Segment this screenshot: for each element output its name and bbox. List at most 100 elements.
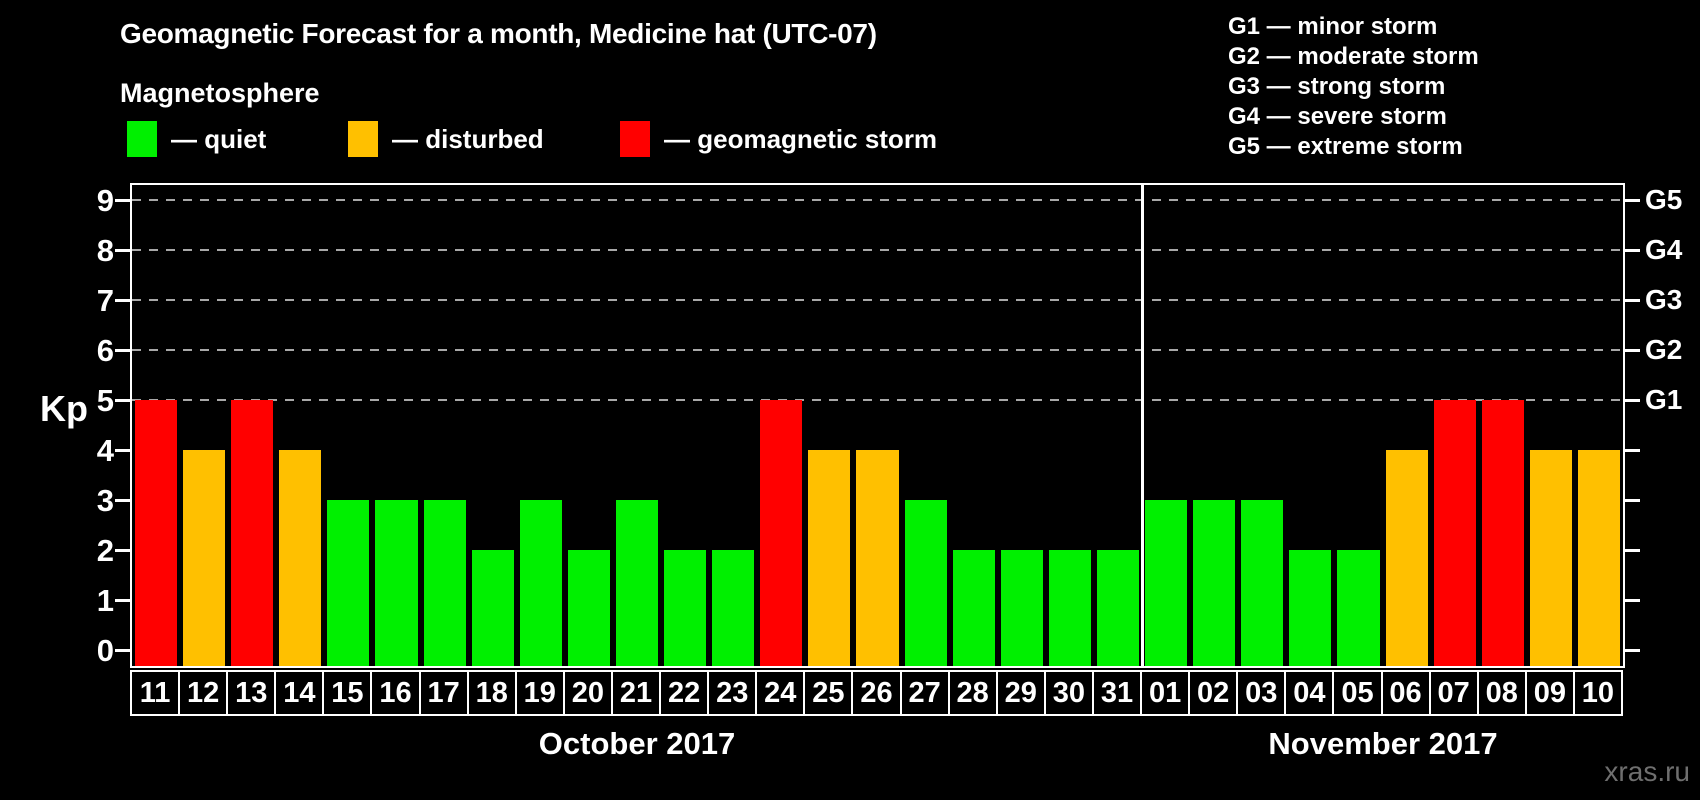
kp-bar-day-03 bbox=[1241, 500, 1284, 666]
right-axis-label-g1: G1 bbox=[1645, 384, 1683, 415]
left-tick-kp8 bbox=[115, 248, 130, 252]
day-label-17: 17 bbox=[418, 670, 469, 716]
day-label-01: 01 bbox=[1140, 670, 1191, 716]
legend-label-disturbed: — disturbed bbox=[392, 123, 544, 154]
kp-bar-day-21 bbox=[615, 500, 659, 666]
g3-legend-line: G3 — strong storm bbox=[1228, 73, 1446, 100]
gridline-kp5 bbox=[132, 399, 1623, 401]
kp-bar-day-11 bbox=[135, 400, 178, 666]
kp-bar-day-14 bbox=[279, 450, 322, 666]
chart-title: Geomagnetic Forecast for a month, Medici… bbox=[120, 18, 877, 49]
kp-bar-day-06 bbox=[1385, 450, 1428, 666]
g2-legend-line: G2 — moderate storm bbox=[1228, 43, 1479, 70]
day-label-20: 20 bbox=[562, 670, 613, 716]
kp-bar-day-10 bbox=[1577, 450, 1620, 666]
kp-bar-day-18 bbox=[471, 550, 514, 666]
day-label-02: 02 bbox=[1188, 670, 1239, 716]
day-label-11: 11 bbox=[130, 670, 181, 716]
kp-bar-day-02 bbox=[1193, 500, 1236, 666]
right-tick-kp7 bbox=[1625, 298, 1640, 302]
kp-bar-day-05 bbox=[1337, 550, 1380, 666]
y-axis-label-6: 6 bbox=[96, 333, 114, 368]
day-label-26: 26 bbox=[851, 670, 902, 716]
day-label-23: 23 bbox=[707, 670, 758, 716]
y-axis-label-3: 3 bbox=[96, 483, 114, 518]
left-tick-kp0 bbox=[115, 648, 130, 652]
legend-item-quiet: — quiet bbox=[127, 120, 266, 158]
gridline-kp8 bbox=[132, 249, 1623, 251]
g5-legend-line: G5 — extreme storm bbox=[1228, 133, 1463, 160]
day-label-22: 22 bbox=[659, 670, 710, 716]
watermark: xras.ru bbox=[1604, 756, 1690, 787]
y-axis-label-8: 8 bbox=[96, 233, 114, 268]
legend-label-quiet: — quiet bbox=[171, 123, 267, 154]
plot-area bbox=[115, 183, 1640, 668]
right-tick-kp9 bbox=[1625, 198, 1640, 202]
day-axis-row: 11 12 13 14 15 16 17 18 19 20 21 22 23 24 25 26 27 28 29 30… bbox=[130, 670, 1625, 716]
day-label-13: 13 bbox=[226, 670, 277, 716]
y-axis-title: Kp bbox=[40, 388, 88, 429]
day-label-29: 29 bbox=[995, 670, 1046, 716]
day-label-06: 06 bbox=[1380, 670, 1431, 716]
y-axis-label-0: 0 bbox=[96, 633, 114, 668]
day-label-12: 12 bbox=[178, 670, 229, 716]
magnetosphere-legend-heading: Magnetosphere bbox=[120, 78, 320, 108]
right-tick-kp0 bbox=[1625, 648, 1640, 652]
y-axis-label-7: 7 bbox=[96, 283, 114, 318]
right-axis-label-g3: G3 bbox=[1645, 284, 1683, 315]
kp-bar-day-09 bbox=[1529, 450, 1572, 666]
day-label-16: 16 bbox=[370, 670, 421, 716]
y-axis-label-4: 4 bbox=[96, 433, 114, 468]
left-tick-kp3 bbox=[115, 498, 130, 502]
kp-bar-day-23 bbox=[712, 550, 755, 666]
day-label-15: 15 bbox=[322, 670, 373, 716]
right-axis-label-g4: G4 bbox=[1645, 234, 1683, 265]
kp-bar-day-13 bbox=[231, 400, 274, 666]
day-label-25: 25 bbox=[803, 670, 854, 716]
right-tick-kp5 bbox=[1625, 398, 1640, 402]
kp-bar-day-29 bbox=[1000, 550, 1043, 666]
y-axis-label-2: 2 bbox=[96, 533, 114, 568]
quiet-color-swatch bbox=[127, 121, 157, 157]
kp-bar-day-24 bbox=[760, 400, 803, 666]
day-label-09: 09 bbox=[1524, 670, 1575, 716]
kp-bar-day-08 bbox=[1481, 400, 1524, 666]
kp-bar-day-15 bbox=[327, 500, 370, 666]
right-tick-kp3 bbox=[1625, 498, 1640, 502]
day-label-31: 31 bbox=[1091, 670, 1143, 716]
right-tick-kp8 bbox=[1625, 248, 1640, 252]
gridline-kp7 bbox=[132, 299, 1623, 301]
day-label-03: 03 bbox=[1236, 670, 1287, 716]
kp-bar-day-19 bbox=[519, 500, 562, 666]
right-tick-kp1 bbox=[1625, 598, 1640, 602]
gridline-kp9 bbox=[132, 199, 1623, 201]
right-tick-kp6 bbox=[1625, 348, 1640, 352]
kp-bar-day-22 bbox=[664, 550, 707, 666]
kp-bar-day-25 bbox=[808, 450, 851, 666]
g-scale-legend: G1 — minor storm G2 — moderate storm G3 … bbox=[1228, 12, 1479, 162]
month-label-november: November 2017 bbox=[1268, 726, 1498, 761]
day-label-08: 08 bbox=[1476, 670, 1527, 716]
kp-bar-day-31 bbox=[1096, 550, 1140, 666]
kp-bar-day-27 bbox=[904, 500, 947, 666]
day-label-07: 07 bbox=[1428, 670, 1479, 716]
y-axis-label-9: 9 bbox=[96, 183, 114, 218]
g4-legend-line: G4 — severe storm bbox=[1228, 103, 1447, 130]
month-separator-line bbox=[1140, 185, 1144, 666]
kp-bar-day-07 bbox=[1433, 400, 1476, 666]
kp-bar-day-12 bbox=[183, 450, 226, 666]
day-label-18: 18 bbox=[466, 670, 517, 716]
left-tick-kp4 bbox=[115, 448, 130, 452]
left-tick-kp7 bbox=[115, 298, 130, 302]
legend-item-disturbed: — disturbed bbox=[348, 120, 544, 158]
kp-bar-day-20 bbox=[567, 550, 610, 666]
day-label-28: 28 bbox=[947, 670, 998, 716]
right-axis-label-g5: G5 bbox=[1645, 184, 1683, 215]
day-label-21: 21 bbox=[610, 670, 662, 716]
day-label-14: 14 bbox=[274, 670, 325, 716]
kp-bar-day-28 bbox=[952, 550, 995, 666]
right-tick-kp4 bbox=[1625, 448, 1640, 452]
gridline-kp6 bbox=[132, 349, 1623, 351]
left-tick-kp2 bbox=[115, 548, 130, 552]
day-label-24: 24 bbox=[755, 670, 806, 716]
